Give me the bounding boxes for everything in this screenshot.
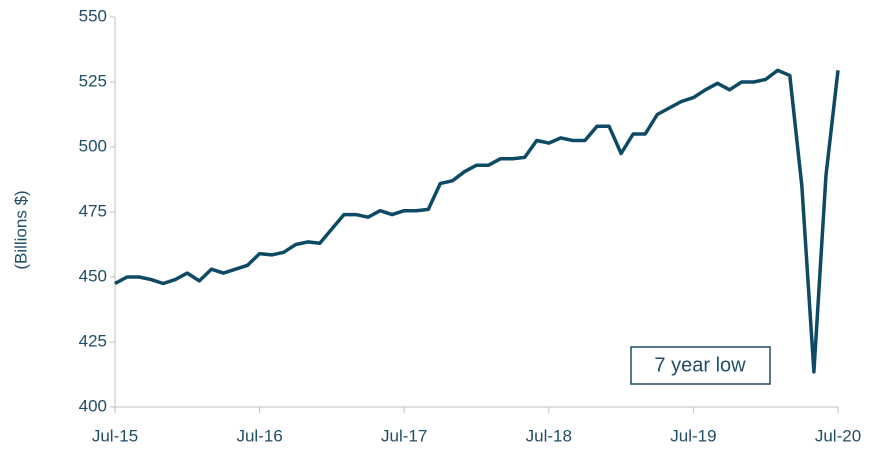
y-tick-label: 475 [79,201,107,220]
line-series [114,68,840,374]
x-tick-label: Jul-18 [526,426,572,445]
y-tick-label: 525 [79,71,107,90]
y-tick-label: 550 [79,6,107,25]
y-tick-label: 450 [79,266,107,285]
x-tick-label: Jul-16 [236,426,282,445]
x-tick-label: Jul-15 [92,426,138,445]
x-tick-label: Jul-17 [381,426,427,445]
annotation-box [630,346,771,385]
annotation: 7 year low [654,354,746,376]
y-axis-label: (Billions $) [11,190,30,269]
y-tick-label: 500 [79,136,107,155]
x-tick-label: Jul-19 [670,426,716,445]
y-tick-label: 400 [79,396,107,415]
y-tick-label: 425 [79,331,107,350]
x-tick-label: Jul-20 [815,426,861,445]
